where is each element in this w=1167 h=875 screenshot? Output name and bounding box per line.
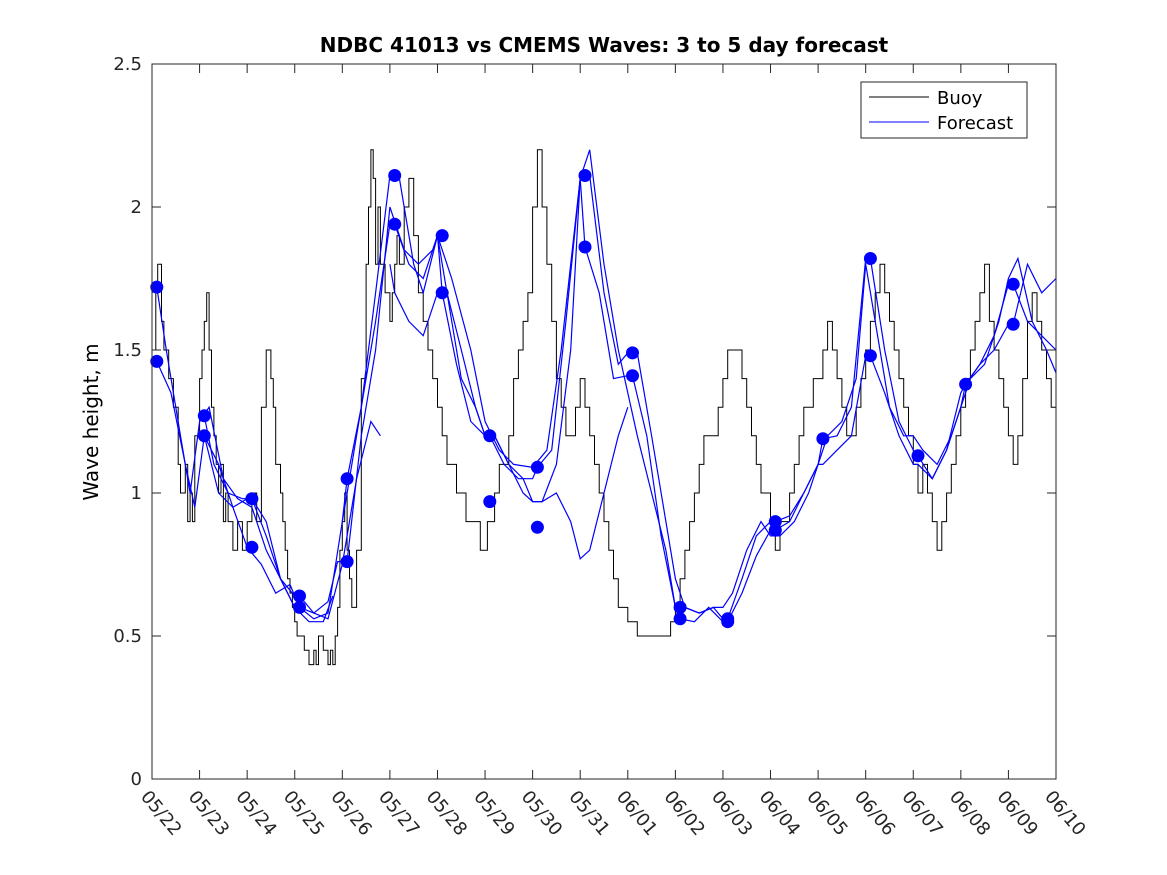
forecast-marker (626, 346, 639, 360)
forecast-marker (673, 600, 687, 614)
y-tick-label: 0 (131, 769, 142, 790)
forecast-marker (959, 377, 973, 391)
forecast-marker (768, 523, 782, 537)
forecast-marker (245, 540, 259, 554)
plot-area: 00.511.522.505/2205/2305/2405/2505/2605/… (113, 54, 1089, 840)
forecast-marker (863, 349, 877, 363)
buoy-series-line (152, 149, 1057, 666)
forecast-marker (1006, 317, 1020, 331)
forecast-marker (197, 409, 211, 423)
legend-buoy-label: Buoy (937, 88, 983, 109)
legend-forecast-label: Forecast (937, 113, 1013, 134)
forecast-run-line-4 (341, 149, 1057, 614)
forecast-marker (530, 460, 544, 474)
forecast-marker (340, 472, 354, 486)
forecast-marker (483, 429, 497, 443)
forecast-marker (197, 429, 211, 443)
series-layer (150, 149, 1057, 666)
forecast-run-line-5 (389, 264, 629, 560)
plot-background (152, 64, 1056, 779)
y-tick-label: 0.5 (113, 626, 142, 647)
forecast-marker (816, 432, 830, 446)
forecast-marker (863, 252, 877, 265)
forecast-marker (578, 240, 592, 254)
forecast-marker (721, 615, 735, 629)
legend: Buoy Forecast (860, 81, 1028, 139)
y-axis-label: Wave height, m (79, 343, 103, 500)
forecast-marker (388, 169, 402, 182)
forecast-marker (626, 369, 639, 383)
chart-title: NDBC 41013 vs CMEMS Waves: 3 to 5 day fo… (320, 33, 889, 57)
forecast-marker (578, 169, 592, 182)
forecast-marker (673, 612, 687, 626)
y-tick-label: 2.5 (113, 54, 142, 75)
y-tick-label: 1.5 (113, 340, 142, 361)
forecast-marker (1006, 277, 1020, 291)
y-tick-label: 2 (131, 197, 142, 218)
forecast-run-line-0 (151, 285, 334, 623)
forecast-marker (911, 449, 925, 463)
forecast-marker (530, 520, 544, 534)
legend-box (860, 81, 1028, 139)
forecast-marker (293, 589, 306, 603)
forecast-marker (293, 600, 306, 614)
forecast-marker (245, 492, 259, 506)
y-tick-label: 1 (131, 483, 142, 504)
forecast-marker (435, 286, 449, 300)
plot-frame (151, 63, 1057, 780)
forecast-marker (340, 555, 354, 569)
forecast-marker (150, 280, 164, 294)
forecast-marker (388, 217, 402, 231)
forecast-marker (150, 354, 164, 368)
forecast-marker (483, 495, 497, 509)
forecast-marker (435, 229, 449, 243)
